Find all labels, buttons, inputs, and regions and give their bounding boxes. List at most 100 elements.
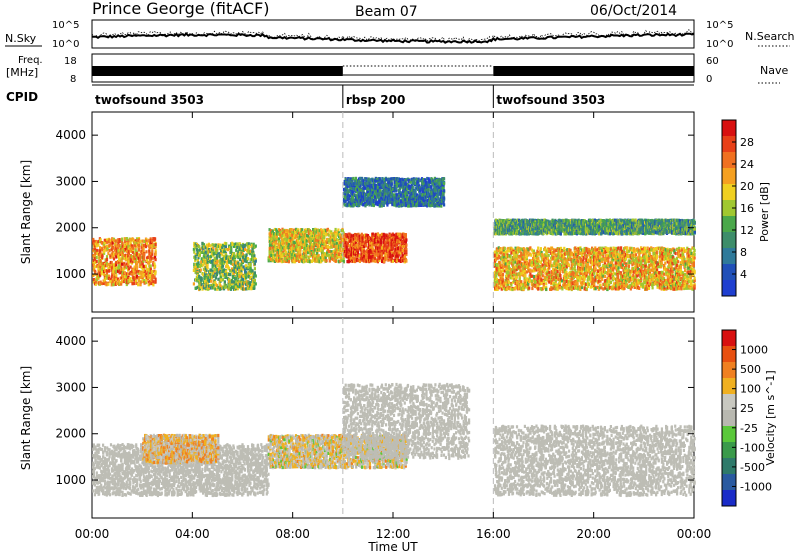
echo-cell (388, 247, 391, 251)
echo-cell (120, 282, 123, 286)
echo-cell (367, 250, 371, 254)
echo-cell (366, 188, 369, 192)
echo-cell (385, 237, 388, 241)
echo-cell (391, 177, 394, 181)
echo-cell (149, 264, 152, 268)
echo-cell (343, 253, 346, 257)
echo-cell (339, 233, 342, 238)
echo-cell (130, 255, 133, 259)
echo-cell (273, 227, 276, 232)
echo-cell (225, 260, 228, 264)
echo-cell (123, 271, 126, 275)
echo-cell (223, 272, 226, 276)
echo-cell (381, 236, 384, 240)
echo-cell (92, 239, 95, 244)
echo-cell (301, 255, 304, 259)
echo-cell (388, 188, 391, 192)
echo-cell (333, 258, 336, 262)
echo-cell (274, 244, 277, 248)
echo-cell (92, 280, 95, 284)
echo-cell (247, 274, 250, 278)
echo-cell (112, 268, 116, 272)
echo-cell (366, 190, 370, 194)
echo-cell (236, 284, 239, 288)
echo-cell (348, 232, 351, 236)
echo-cell (214, 280, 217, 285)
echo-cell (369, 194, 372, 198)
echo-cell (238, 265, 241, 269)
echo-cell (325, 245, 328, 249)
nsearch-tick-top: 10^5 (706, 20, 733, 31)
echo-cell (99, 268, 102, 272)
echo-cell (412, 204, 415, 208)
echo-cell (371, 251, 374, 255)
echo-cell (382, 232, 385, 236)
echo-cell (383, 177, 386, 181)
echo-cell (268, 249, 271, 253)
echo-cell (228, 284, 231, 288)
echo-cell (307, 251, 310, 255)
echo-cell (92, 273, 95, 278)
echo-cell (323, 239, 326, 243)
echo-cell (336, 244, 339, 248)
echo-cell (410, 183, 413, 187)
echo-cell (105, 238, 109, 242)
echo-cell (221, 259, 225, 264)
echo-cell (366, 248, 369, 252)
echo-cell (151, 252, 154, 256)
echo-cell (94, 280, 97, 284)
echo-cell (412, 196, 415, 200)
echo-cell (137, 277, 141, 281)
echo-cell (142, 259, 145, 263)
echo-cell (240, 263, 243, 267)
echo-cell (279, 248, 282, 252)
echo-cell (291, 231, 294, 235)
echo-cell (337, 239, 340, 243)
echo-cell (109, 277, 112, 281)
echo-cell (103, 266, 106, 270)
echo-cell (200, 260, 203, 264)
echo-cell (115, 281, 119, 286)
echo-cell (307, 231, 310, 235)
echo-cell (202, 267, 205, 271)
echo-cell (356, 243, 359, 247)
echo-cell (132, 250, 135, 255)
echo-cell (209, 244, 212, 248)
echo-cell (235, 282, 238, 286)
echo-cell (253, 278, 256, 282)
echo-cell (368, 203, 371, 207)
echo-cell (381, 232, 384, 236)
echo-cell (129, 238, 132, 242)
echo-cell (428, 183, 431, 187)
echo-cell (131, 282, 134, 286)
echo-cell (389, 177, 392, 181)
echo-cell (307, 244, 310, 248)
echo-cell (416, 193, 419, 197)
echo-cell (118, 271, 121, 275)
echo-cell (125, 282, 128, 287)
echo-cell (231, 275, 235, 279)
echo-cell (399, 251, 402, 255)
echo-cell (354, 248, 357, 252)
echo-cell (274, 248, 277, 252)
echo-cell (376, 259, 379, 263)
echo-cell (127, 262, 130, 266)
echo-cell (225, 275, 228, 279)
echo-cell (96, 249, 99, 253)
echo-cell (118, 279, 121, 283)
echo-cell (363, 198, 366, 202)
echo-cell (95, 259, 98, 263)
echo-cell (337, 255, 341, 259)
echo-cell (408, 178, 411, 183)
echo-cell (135, 240, 138, 245)
echo-cell (396, 232, 399, 236)
echo-cell (195, 286, 198, 290)
echo-cell (226, 248, 229, 252)
echo-cell (253, 271, 256, 275)
echo-cell (196, 273, 199, 277)
echo-cell (354, 241, 357, 245)
echo-cell (270, 239, 273, 243)
echo-cell (342, 201, 346, 205)
echo-cell (111, 269, 114, 273)
echo-cell (300, 234, 303, 239)
